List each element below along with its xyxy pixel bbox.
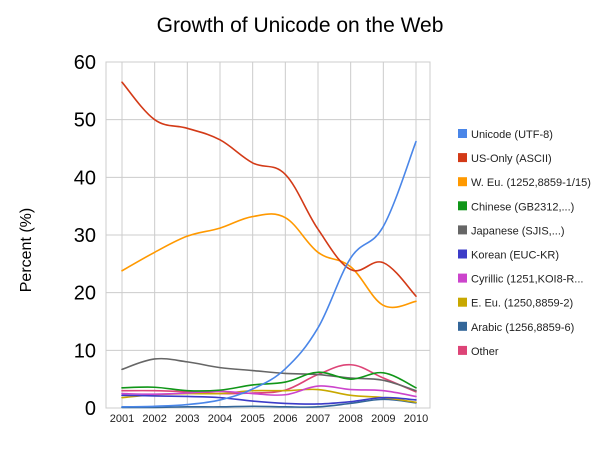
legend-swatch-w-eu-1252-8859-1-15 xyxy=(458,177,467,187)
legend-swatch-cyrillic-1251-koi8-r xyxy=(458,273,467,283)
legend-swatch-arabic-1256-8859-6 xyxy=(458,321,467,331)
legend-label-arabic-1256-8859-6: Arabic (1256,8859-6) xyxy=(471,322,574,334)
legend-swatch-e-eu-1250-8859-2 xyxy=(458,297,467,307)
x-tick-label: 2003 xyxy=(175,413,199,425)
legend-label-w-eu-1252-8859-1-15: W. Eu. (1252,8859-1/15) xyxy=(471,177,591,189)
series-line-korean-euc-kr xyxy=(121,394,417,405)
y-tick-label: 60 xyxy=(74,52,96,74)
legend-label-us-only-ascii: US-Only (ASCII) xyxy=(471,153,552,165)
legend-label-japanese-sjis: Japanese (SJIS,...) xyxy=(471,225,565,237)
y-axis-label: Percent (%) xyxy=(18,208,35,292)
y-tick-label: 10 xyxy=(74,340,96,362)
y-tick-label: 50 xyxy=(74,110,96,132)
series-line-japanese-sjis xyxy=(121,357,417,392)
series-line-cyrillic-1251-koi8-r xyxy=(121,385,417,398)
legend-swatch-korean-euc-kr xyxy=(458,249,467,259)
x-tick-label: 2005 xyxy=(240,413,264,425)
legend-label-unicode-utf-8: Unicode (UTF-8) xyxy=(471,129,553,141)
x-tick-label: 2008 xyxy=(338,413,362,425)
x-tick-label: 2002 xyxy=(142,413,166,425)
x-tick-label: 2010 xyxy=(404,413,428,425)
legend-swatch-chinese-gb2312 xyxy=(458,201,467,211)
legend-label-other: Other xyxy=(471,346,499,358)
series-line-arabic-1256-8859-6 xyxy=(121,398,417,409)
y-tick-label: 20 xyxy=(74,283,96,305)
legend-swatch-unicode-utf-8 xyxy=(458,129,467,138)
series-line-us-only-ascii xyxy=(121,81,417,297)
legend-label-chinese-gb2312: Chinese (GB2312,...) xyxy=(471,201,574,213)
x-tick-label: 2006 xyxy=(273,413,297,425)
legend-swatch-japanese-sjis xyxy=(458,225,467,235)
series-line-w-eu-1252-8859-1-15 xyxy=(121,213,417,309)
legend: Unicode (UTF-8) US-Only (ASCII) W. Eu. (12… xyxy=(458,129,591,358)
legend-swatch-us-only-ascii xyxy=(458,153,467,163)
legend-label-e-eu-1250-8859-2: E. Eu. (1250,8859-2) xyxy=(471,298,573,310)
x-tick-label: 2007 xyxy=(306,413,330,425)
x-tick-label: 2001 xyxy=(110,413,134,425)
x-tick-label: 2004 xyxy=(208,413,232,425)
y-tick-label: 0 xyxy=(85,398,96,420)
series-line-unicode-utf-8 xyxy=(121,140,417,408)
y-tick-label: 30 xyxy=(74,225,96,247)
series-line-chinese-gb2312 xyxy=(121,371,417,392)
series-line-other xyxy=(121,363,417,395)
y-tick-label: 40 xyxy=(74,167,96,189)
plot-area: 0 10 20 30 40 50 60 2001 2002 2003 2004 2005 2006 200… xyxy=(74,52,431,425)
legend-label-cyrillic-1251-koi8-r: Cyrillic (1251,KOI8-R... xyxy=(471,274,583,286)
x-tick-label: 2009 xyxy=(371,413,395,425)
legend-swatch-other xyxy=(458,345,467,355)
chart-title: Growth of Unicode on the Web xyxy=(157,14,444,37)
legend-label-korean-euc-kr: Korean (EUC-KR) xyxy=(471,250,559,262)
